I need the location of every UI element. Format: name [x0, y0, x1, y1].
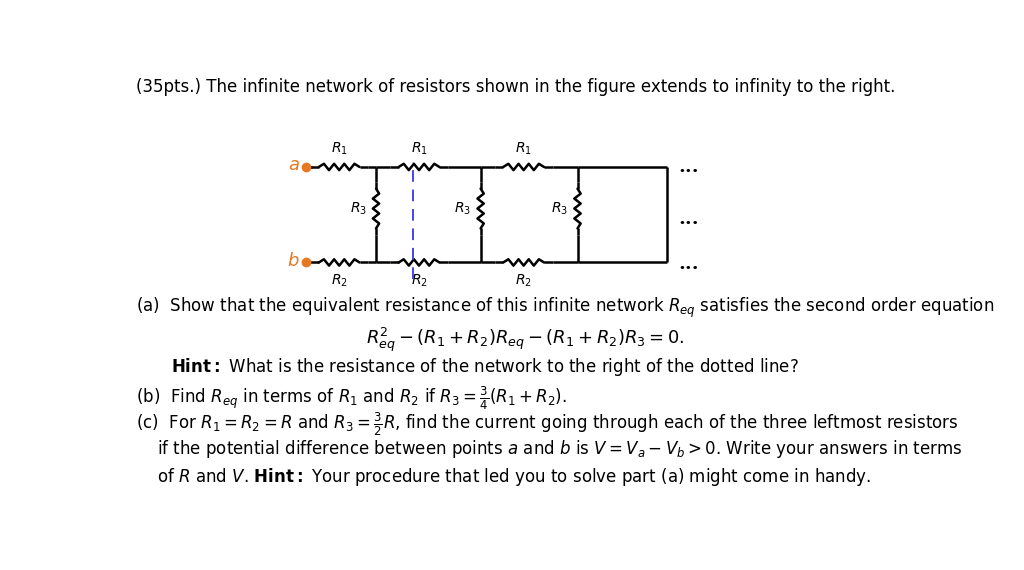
Text: $R_1$: $R_1$	[331, 141, 347, 157]
Text: ...: ...	[678, 158, 698, 176]
Text: $R_3$: $R_3$	[349, 200, 367, 217]
Text: (35pts.) The infinite network of resistors shown in the figure extends to infini: (35pts.) The infinite network of resisto…	[136, 78, 895, 96]
Text: $R_3$: $R_3$	[551, 200, 568, 217]
Text: ...: ...	[678, 255, 698, 273]
Text: (b)  Find $R_{eq}$ in terms of $R_1$ and $R_2$ if $R_3 = \frac{3}{4}(R_1 + R_2)$: (b) Find $R_{eq}$ in terms of $R_1$ and …	[136, 384, 566, 412]
Text: $R_2$: $R_2$	[411, 272, 427, 289]
Text: $\bf{Hint:}$ What is the resistance of the network to the right of the dotted li: $\bf{Hint:}$ What is the resistance of t…	[171, 356, 799, 378]
Text: $b$: $b$	[288, 252, 300, 270]
Text: $R_{eq}^2 - (R_1 + R_2)R_{eq} - (R_1 + R_2)R_3 = 0.$: $R_{eq}^2 - (R_1 + R_2)R_{eq} - (R_1 + R…	[366, 325, 684, 354]
Text: (c)  For $R_1 = R_2 = R$ and $R_3 = \frac{3}{2}R$, find the current going throug: (c) For $R_1 = R_2 = R$ and $R_3 = \frac…	[136, 410, 958, 438]
Text: $R_2$: $R_2$	[515, 272, 532, 289]
Text: ...: ...	[678, 210, 698, 227]
Text: if the potential difference between points $a$ and $b$ is $V = V_a - V_b > 0$. W: if the potential difference between poin…	[158, 438, 963, 460]
Text: (a)  Show that the equivalent resistance of this infinite network $R_{eq}$ satis: (a) Show that the equivalent resistance …	[136, 296, 994, 320]
Text: $R_3$: $R_3$	[455, 200, 471, 217]
Text: of $R$ and $V$. $\bf{Hint:}$ Your procedure that led you to solve part (a) might: of $R$ and $V$. $\bf{Hint:}$ Your proced…	[158, 466, 871, 488]
Text: $a$: $a$	[288, 156, 300, 174]
Text: $R_2$: $R_2$	[331, 272, 347, 289]
Text: $R_1$: $R_1$	[515, 141, 532, 157]
Text: $R_1$: $R_1$	[411, 141, 427, 157]
